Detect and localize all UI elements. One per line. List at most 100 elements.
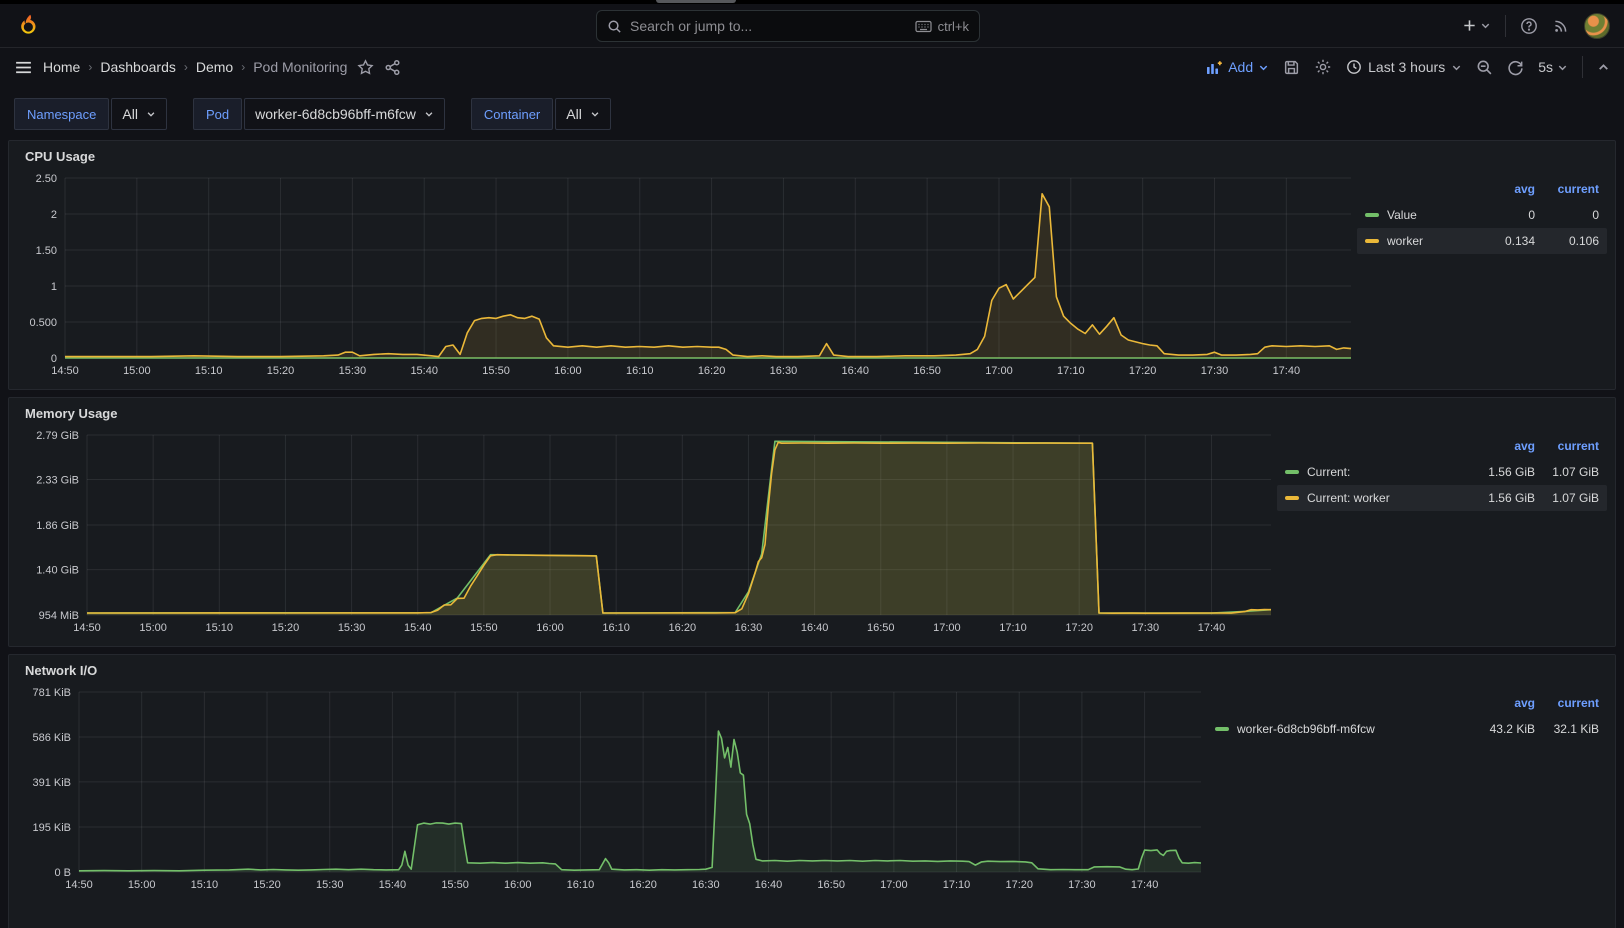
panel-title[interactable]: Memory Usage xyxy=(25,406,118,421)
svg-text:15:20: 15:20 xyxy=(272,622,300,634)
svg-text:15:40: 15:40 xyxy=(410,365,438,377)
svg-text:16:10: 16:10 xyxy=(567,879,595,891)
variable-filters: Namespace All Pod worker-6d8cb96bff-m6fc… xyxy=(0,86,1624,140)
top-nav: ctrl+k xyxy=(0,4,1624,48)
legend-value: 32.1 KiB xyxy=(1553,722,1599,736)
svg-text:16:00: 16:00 xyxy=(554,365,582,377)
refresh-button[interactable] xyxy=(1507,59,1524,76)
search-input[interactable] xyxy=(630,18,907,34)
search-icon xyxy=(607,19,622,34)
cpu-usage-chart[interactable]: 0 0.500 1 1.50 2 2.50 14:50 15:00 15:10 15:20 15:3… xyxy=(17,168,1357,380)
filter-namespace-value[interactable]: All xyxy=(111,98,167,130)
time-range-picker[interactable]: Last 3 hours xyxy=(1346,59,1462,75)
svg-text:16:50: 16:50 xyxy=(867,622,895,634)
legend-col-current[interactable]: current xyxy=(1557,439,1599,453)
network-io-legend: avg current worker-6d8cb96bff-m6fcw 43.2 Ki… xyxy=(1207,682,1607,894)
grafana-logo[interactable] xyxy=(14,11,44,41)
svg-text:0.500: 0.500 xyxy=(29,317,57,329)
legend-series-name[interactable]: worker xyxy=(1365,234,1471,248)
new-menu-button[interactable] xyxy=(1462,18,1491,33)
svg-text:15:30: 15:30 xyxy=(338,622,366,634)
svg-text:15:30: 15:30 xyxy=(339,365,367,377)
chevron-down-icon xyxy=(1557,62,1568,73)
svg-text:15:50: 15:50 xyxy=(470,622,498,634)
cpu-usage-legend: avg current Value 0 0 worker 0.134 0.106 xyxy=(1357,168,1607,380)
legend-col-current[interactable]: current xyxy=(1557,182,1599,196)
breadcrumb-home[interactable]: Home xyxy=(43,59,81,75)
chevron-down-icon xyxy=(590,109,600,119)
legend-value: 0 xyxy=(1592,208,1599,222)
svg-text:17:40: 17:40 xyxy=(1131,879,1159,891)
panel-title[interactable]: Network I/O xyxy=(25,663,98,678)
legend-series-name[interactable]: Current: xyxy=(1285,465,1471,479)
svg-text:16:20: 16:20 xyxy=(629,879,657,891)
global-search[interactable]: ctrl+k xyxy=(596,10,980,42)
svg-text:15:50: 15:50 xyxy=(441,879,469,891)
legend-series-name[interactable]: Value xyxy=(1365,208,1471,222)
panel-network-io: Network I/O 0 B 195 KiB 391 KiB 586 KiB 781 … xyxy=(8,654,1616,928)
filter-container-label[interactable]: Container xyxy=(470,98,554,130)
filter-pod-value[interactable]: worker-6d8cb96bff-m6fcw xyxy=(244,98,445,130)
svg-text:15:10: 15:10 xyxy=(191,879,219,891)
chevron-down-icon xyxy=(146,109,156,119)
legend-col-avg[interactable]: avg xyxy=(1514,696,1535,710)
help-button[interactable] xyxy=(1520,17,1538,35)
favorite-star-button[interactable] xyxy=(357,58,374,76)
filter-namespace: Namespace All xyxy=(14,98,167,130)
legend-series-swatch xyxy=(1215,727,1229,731)
legend-series-swatch xyxy=(1365,239,1379,243)
svg-text:16:30: 16:30 xyxy=(692,879,720,891)
legend-col-avg[interactable]: avg xyxy=(1514,439,1535,453)
svg-text:15:30: 15:30 xyxy=(316,879,344,891)
svg-text:17:30: 17:30 xyxy=(1201,365,1229,377)
svg-text:17:20: 17:20 xyxy=(1065,622,1093,634)
panel-cpu-usage: CPU Usage 0 0.500 1 1.50 2 2.50 14:50 15:00 15:1… xyxy=(8,140,1616,390)
svg-text:17:10: 17:10 xyxy=(943,879,971,891)
mega-menu-icon[interactable] xyxy=(14,58,33,77)
legend-col-current[interactable]: current xyxy=(1557,696,1599,710)
svg-text:17:10: 17:10 xyxy=(1057,365,1085,377)
legend-value: 1.56 GiB xyxy=(1488,491,1535,505)
filter-pod-label[interactable]: Pod xyxy=(192,98,243,130)
svg-text:781 KiB: 781 KiB xyxy=(32,687,71,699)
news-rss-button[interactable] xyxy=(1552,17,1570,35)
svg-text:15:20: 15:20 xyxy=(267,365,295,377)
chevron-down-icon xyxy=(1480,20,1491,31)
collapse-toolbar-button[interactable] xyxy=(1597,61,1610,74)
add-panel-icon xyxy=(1206,60,1223,75)
svg-text:15:40: 15:40 xyxy=(404,622,432,634)
legend-row: worker-6d8cb96bff-m6fcw 43.2 KiB 32.1 KiB xyxy=(1207,716,1607,742)
panel-title[interactable]: CPU Usage xyxy=(25,149,96,164)
legend-value: 1.07 GiB xyxy=(1552,465,1599,479)
breadcrumb-dashboards[interactable]: Dashboards xyxy=(100,59,176,75)
filter-container-value[interactable]: All xyxy=(555,98,611,130)
zoom-out-time-button[interactable] xyxy=(1476,59,1493,76)
add-panel-button[interactable]: Add xyxy=(1206,59,1269,75)
svg-text:14:50: 14:50 xyxy=(65,879,93,891)
breadcrumb-folder[interactable]: Demo xyxy=(195,59,234,75)
legend-series-name[interactable]: worker-6d8cb96bff-m6fcw xyxy=(1215,722,1471,736)
svg-text:2.79 GiB: 2.79 GiB xyxy=(36,430,79,442)
save-dashboard-button[interactable] xyxy=(1283,59,1300,76)
chevron-down-icon xyxy=(424,109,434,119)
breadcrumb-dashboard-title: Pod Monitoring xyxy=(253,59,348,75)
share-button[interactable] xyxy=(384,59,401,76)
legend-header: avg current xyxy=(1277,433,1607,459)
svg-text:16:00: 16:00 xyxy=(536,622,564,634)
filter-namespace-label[interactable]: Namespace xyxy=(14,98,110,130)
network-io-chart[interactable]: 0 B 195 KiB 391 KiB 586 KiB 781 KiB 14:50 15:0… xyxy=(17,682,1207,894)
legend-series-name[interactable]: Current: worker xyxy=(1285,491,1471,505)
search-shortcut: ctrl+k xyxy=(914,19,969,34)
refresh-interval-picker[interactable]: 5s xyxy=(1538,59,1568,75)
dashboard-settings-button[interactable] xyxy=(1314,58,1332,76)
svg-text:17:00: 17:00 xyxy=(933,622,961,634)
legend-row: Current: 1.56 GiB 1.07 GiB xyxy=(1277,459,1607,485)
svg-text:0 B: 0 B xyxy=(54,867,71,879)
legend-col-avg[interactable]: avg xyxy=(1514,182,1535,196)
memory-usage-chart[interactable]: 954 MiB 1.40 GiB 1.86 GiB 2.33 GiB 2.79 GiB 1… xyxy=(17,425,1277,637)
svg-text:15:50: 15:50 xyxy=(482,365,510,377)
user-avatar[interactable] xyxy=(1584,12,1610,39)
browser-top-strip xyxy=(0,0,1624,4)
svg-text:16:50: 16:50 xyxy=(817,879,845,891)
svg-text:17:00: 17:00 xyxy=(880,879,908,891)
